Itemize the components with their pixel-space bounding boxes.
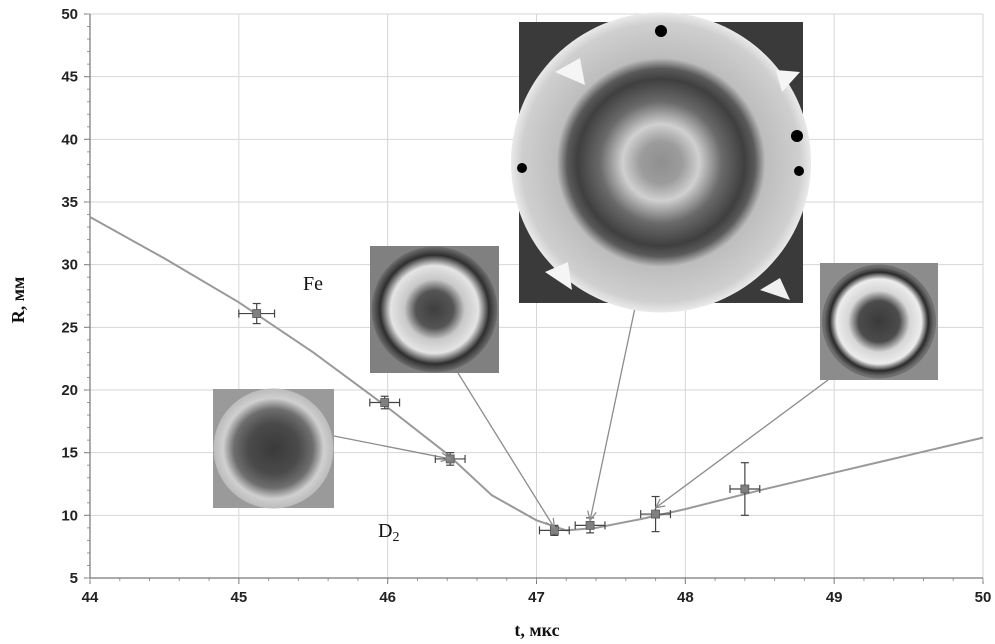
annotation-d2-subscript: 2 bbox=[392, 530, 399, 545]
annotation-fe: Fe bbox=[303, 273, 323, 295]
data-marker bbox=[380, 398, 390, 407]
arrow-head bbox=[440, 452, 452, 463]
arrow-head bbox=[587, 510, 597, 522]
inset-image-3-window bbox=[776, 70, 800, 92]
inset-image-3-window bbox=[760, 278, 790, 300]
arrow-inset-ring-textured bbox=[654, 379, 829, 509]
y-tick-label: 50 bbox=[61, 6, 78, 23]
x-tick-label: 46 bbox=[379, 589, 396, 606]
inset-image-3 bbox=[511, 12, 811, 313]
arrow-line bbox=[589, 302, 637, 521]
axes bbox=[84, 13, 984, 584]
y-tick-label: 45 bbox=[61, 69, 78, 86]
data-marker bbox=[740, 484, 750, 494]
x-tick-label: 49 bbox=[826, 589, 843, 606]
annotation-d2-text: D bbox=[378, 520, 392, 542]
data-point bbox=[640, 495, 672, 533]
arrow-line bbox=[457, 372, 555, 529]
x-tick-label: 47 bbox=[528, 589, 545, 606]
y-tick-label: 30 bbox=[61, 257, 78, 274]
inset-image-3-marker bbox=[791, 130, 803, 142]
data-point bbox=[238, 302, 276, 325]
y-tick-label: 5 bbox=[70, 570, 78, 587]
x-tick-label: 48 bbox=[677, 589, 694, 606]
inset-image-3-window bbox=[545, 262, 572, 290]
x-tick-label: 44 bbox=[82, 589, 99, 606]
data-marker bbox=[585, 520, 595, 530]
data-point bbox=[729, 462, 761, 516]
inset-image-4 bbox=[820, 263, 938, 380]
annotation-arrows bbox=[333, 302, 829, 530]
inset-image-1 bbox=[213, 388, 334, 509]
tick-labels: 44 45 46 47 48 49 50 5 10 15 20 25 30 35 40 45 50 bbox=[61, 6, 991, 606]
inset-image-4-disc bbox=[822, 264, 936, 379]
y-tick-label: 10 bbox=[61, 507, 78, 524]
inset-image-3-window bbox=[555, 58, 585, 85]
inset-image-2-disc bbox=[371, 246, 498, 373]
inset-image-2 bbox=[370, 246, 499, 373]
y-tick-label: 35 bbox=[61, 194, 78, 211]
inset-image-3-marker bbox=[794, 166, 804, 176]
arrow-inset-ring-medium bbox=[457, 372, 556, 530]
inset-image-3-disc bbox=[511, 12, 811, 313]
inset-image-3-marker bbox=[655, 25, 667, 37]
data-point bbox=[538, 524, 570, 536]
data-marker bbox=[651, 509, 660, 519]
arrow-head bbox=[654, 498, 666, 509]
arrow-line bbox=[333, 435, 451, 460]
annotation-d2: D2 bbox=[378, 520, 399, 545]
y-tick-label: 40 bbox=[61, 131, 78, 148]
y-tick-label: 20 bbox=[61, 382, 78, 399]
y-tick-label: 15 bbox=[61, 445, 78, 462]
arrow-inset-large-rings bbox=[587, 302, 637, 522]
data-point bbox=[369, 395, 401, 410]
y-axis-title: R, мм bbox=[8, 277, 28, 324]
x-tick-label: 50 bbox=[975, 589, 992, 606]
arrow-inset-small-dark-core bbox=[333, 435, 452, 463]
inset-image-3-marker bbox=[517, 163, 527, 173]
data-marker bbox=[252, 309, 262, 318]
inset-image-1-disc bbox=[213, 388, 334, 509]
y-tick-label: 25 bbox=[61, 319, 78, 336]
arrow-head bbox=[545, 517, 556, 530]
x-axis-title: t, мкс bbox=[514, 620, 559, 640]
arrow-line bbox=[655, 379, 829, 509]
x-tick-label: 45 bbox=[230, 589, 247, 606]
